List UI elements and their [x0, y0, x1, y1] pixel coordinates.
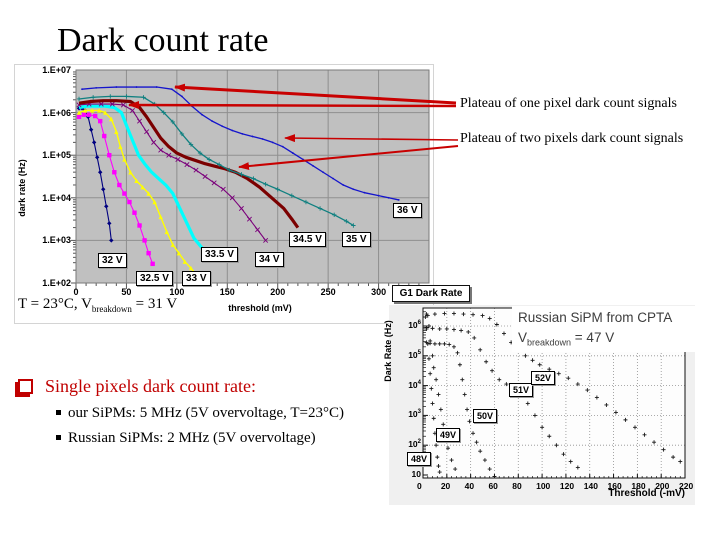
list-item-text: our SiPMs: 5 MHz (5V overvoltage, T=23°C…: [68, 405, 344, 421]
bullet-header-text: Single pixels dark count rate:: [45, 376, 256, 396]
y-tick-10e1: 10: [411, 469, 421, 479]
x-tick-120: 120: [559, 481, 575, 491]
x-axis-label: threshold (mV): [228, 303, 292, 313]
vbd-subscript: breakdown: [527, 337, 572, 348]
y-axis-label: Dark Rate (Hz): [383, 320, 393, 382]
y-tick-1.E+07: 1.E+07: [42, 65, 71, 75]
vbd-prefix: V: [518, 330, 528, 345]
curve-label-345V: 34.5 V: [289, 232, 326, 247]
y-tick-1.E+03: 1.E+03: [42, 235, 71, 246]
x-tick-150: 150: [219, 287, 235, 297]
curve-label-50V: 50V: [473, 409, 498, 423]
y-tick-1.E+05: 1.E+05: [42, 150, 71, 161]
list-item-text: Russian SiPMs: 2 MHz (5V overvoltage): [68, 430, 316, 446]
x-tick-0: 0: [417, 481, 422, 491]
x-tick-100: 100: [536, 481, 551, 491]
list-item: our SiPMs: 5 MHz (5V overvoltage, T=23°C…: [56, 405, 398, 422]
info-box-line1: Russian SiPM from CPTA: [518, 310, 673, 325]
y-axis-label: dark rate (Hz): [17, 159, 27, 217]
curve-label-51V: 51V: [509, 383, 534, 397]
red-square-bullet-icon: [18, 379, 33, 394]
curve-label-49V: 49V: [436, 428, 461, 442]
curve-label-32V: 32 V: [98, 253, 127, 268]
condition-note-suffix: = 31 V: [131, 296, 178, 312]
y-tick-10e6: 106: [408, 320, 421, 330]
russian-sipm-info-box: Russian SiPM from CPTA Vbreakdown = 47 V: [512, 306, 706, 352]
condition-note-subscript: breakdown: [91, 304, 132, 314]
curve-label-335V: 33.5 V: [201, 247, 238, 262]
sipm-dark-rate-chart: 1.E+07 1.E+06 1.E+05 1.E+04 1.E+03 1.E+02 0 50…: [14, 64, 434, 324]
y-tick-10e2: 102: [408, 439, 421, 450]
curve-label-34V: 34 V: [255, 252, 284, 267]
x-tick-100: 100: [169, 287, 185, 297]
curve-label-325V: 32.5 V: [136, 271, 173, 286]
sipm-dark-rate-plot: [71, 69, 430, 289]
y-tick-10e5: 105: [408, 349, 421, 360]
x-tick-80: 80: [512, 481, 522, 491]
square-bullet-icon: [56, 435, 61, 440]
y-tick-1.E+06: 1.E+06: [42, 107, 71, 118]
list-item: Russian SiPMs: 2 MHz (5V overvoltage): [56, 430, 398, 447]
x-tick-40: 40: [464, 481, 475, 491]
vbd-suffix: = 47 V: [571, 330, 615, 345]
info-box-line2: Vbreakdown = 47 V: [518, 328, 706, 353]
x-tick-200: 200: [270, 287, 286, 297]
g1-dark-rate-chart: G1 Dark Rate 106 105 104 103 102 10 0 20 40 60 80…: [383, 284, 706, 510]
x-tick-50: 50: [121, 287, 132, 297]
callout-two-pixel-plateau: Plateau of two pixels dark count signals: [460, 131, 684, 146]
x-tick-220: 220: [679, 481, 694, 491]
y-tick-1.E+02: 1.E+02: [42, 278, 71, 288]
x-tick-140: 140: [583, 481, 598, 491]
x-axis-label: Threshold (-mV): [608, 488, 685, 499]
curve-label-36V: 36 V: [393, 203, 422, 218]
curve-label-52V: 52V: [531, 371, 556, 385]
x-tick-0: 0: [73, 287, 79, 297]
condition-note: T = 23°C, Vbreakdown = 31 V: [18, 296, 177, 314]
x-tick-20: 20: [440, 481, 451, 491]
condition-note-prefix: T = 23°C, V: [18, 296, 92, 312]
g1-chart-title: G1 Dark Rate: [392, 285, 470, 302]
square-bullet-icon: [56, 410, 61, 415]
x-tick-180: 180: [631, 481, 646, 491]
x-tick-300: 300: [371, 287, 387, 297]
curve-label-35V: 35 V: [342, 232, 371, 247]
page-title: Dark count rate: [57, 22, 269, 59]
x-tick-250: 250: [320, 287, 336, 297]
y-tick-10e3: 103: [408, 409, 421, 420]
bullet-header: Single pixels dark count rate:: [18, 376, 398, 397]
bullet-list: Single pixels dark count rate: our SiPMs…: [18, 376, 398, 447]
x-tick-160: 160: [607, 481, 622, 491]
x-tick-200: 200: [655, 481, 670, 491]
x-tick-60: 60: [488, 481, 498, 491]
y-tick-10e4: 104: [408, 379, 421, 390]
curve-label-48V: 48V: [407, 452, 432, 466]
y-tick-1.E+04: 1.E+04: [42, 192, 71, 203]
callout-one-pixel-plateau: Plateau of one pixel dark count signals: [460, 96, 677, 111]
curve-label-33V: 33 V: [182, 271, 211, 286]
